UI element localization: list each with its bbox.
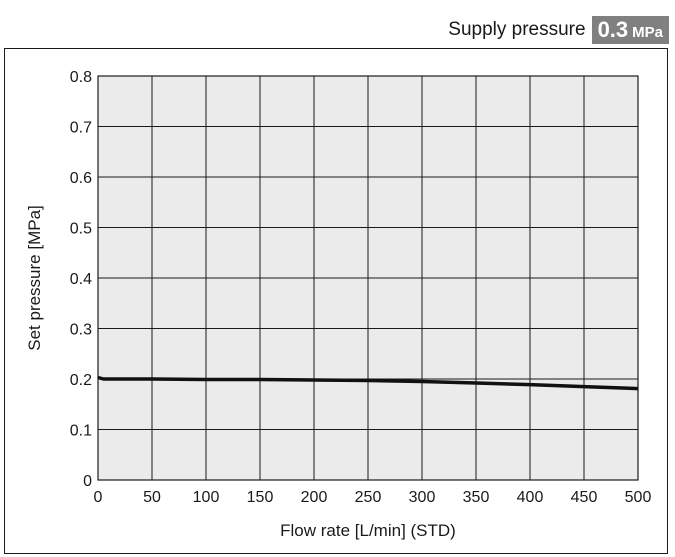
supply-pressure-label: Supply pressure	[448, 19, 586, 40]
y-tick-label: 0.1	[70, 423, 92, 440]
y-tick-label: 0.4	[70, 271, 92, 288]
x-tick-label: 50	[143, 489, 161, 506]
x-tick-label: 300	[409, 489, 436, 506]
y-tick-label: 0.6	[70, 170, 92, 187]
x-tick-label: 0	[94, 489, 103, 506]
supply-pressure-unit: MPa	[632, 24, 663, 41]
y-axis-label: Set pressure [MPa]	[25, 205, 44, 351]
grid-lines	[97, 75, 639, 481]
y-tick-label: 0.7	[70, 120, 92, 137]
y-tick-label: 0.3	[70, 322, 92, 339]
y-tick-label: 0.8	[70, 69, 92, 86]
y-tick-label: 0.2	[70, 372, 92, 389]
y-tick-label: 0.5	[70, 221, 92, 238]
x-tick-label: 100	[193, 489, 220, 506]
x-tick-label: 450	[571, 489, 598, 506]
x-tick-labels: 0 50 100 150 200 250 300 350 400 450 500	[94, 489, 652, 506]
series-group	[97, 375, 639, 391]
supply-pressure-indicator: Supply pressure 0.3 MPa	[448, 16, 669, 44]
x-axis-label: Flow rate [L/min] (STD)	[280, 521, 456, 540]
x-tick-label: 400	[517, 489, 544, 506]
x-tick-label: 150	[247, 489, 274, 506]
series-line	[97, 375, 639, 391]
y-tick-label: 0	[83, 473, 92, 490]
supply-pressure-badge: 0.3 MPa	[591, 16, 669, 44]
x-tick-label: 250	[355, 489, 382, 506]
supply-pressure-value: 0.3	[597, 17, 629, 42]
chart-frame	[4, 48, 668, 554]
y-tick-labels: 0 0.1 0.2 0.3 0.4 0.5 0.6 0.7 0.8	[70, 69, 92, 490]
x-tick-label: 200	[301, 489, 328, 506]
x-tick-label: 350	[463, 489, 490, 506]
x-tick-label: 500	[625, 489, 652, 506]
